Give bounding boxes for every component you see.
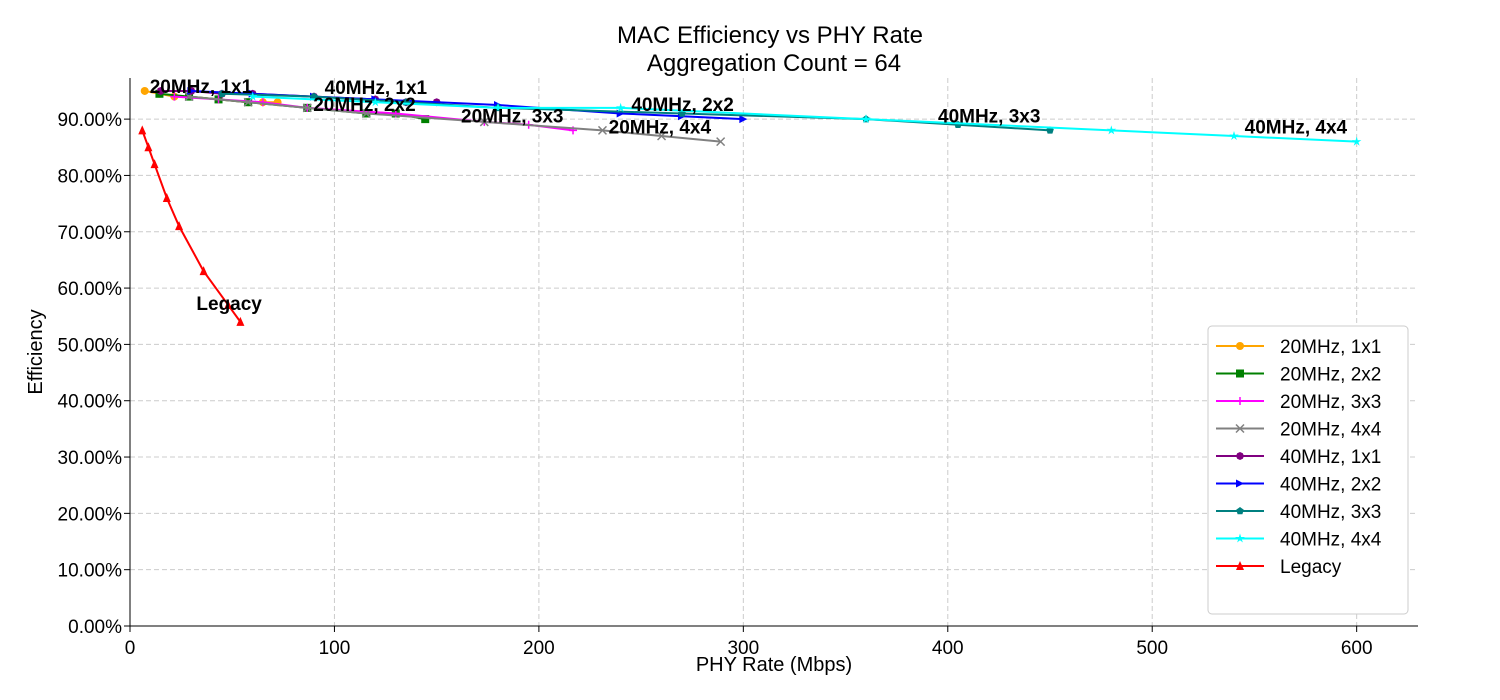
- data-point: [716, 137, 726, 147]
- data-point: [657, 131, 667, 141]
- data-point: [302, 103, 312, 113]
- data-point: [1236, 342, 1244, 350]
- legend-entry: Legacy: [1280, 557, 1342, 578]
- data-point: [361, 108, 371, 119]
- data-point: [1235, 533, 1245, 543]
- legend-entry: 20MHz, 1x1: [1280, 337, 1381, 358]
- data-point: [170, 92, 179, 101]
- data-point: [138, 125, 147, 135]
- y-tick-label: 60.00%: [58, 279, 123, 300]
- series-20mhz-4x4: [184, 92, 726, 147]
- data-point: [140, 86, 149, 95]
- data-point: [1236, 397, 1244, 405]
- legend-entry: 20MHz, 3x3: [1280, 392, 1381, 413]
- x-tick-label: 200: [523, 638, 555, 659]
- data-point: [199, 266, 208, 276]
- series-line: [221, 92, 1051, 132]
- series-end-label: 20MHz, 2x2: [313, 95, 415, 116]
- series-end-label: Legacy: [196, 294, 262, 315]
- legend-entry: 20MHz, 2x2: [1280, 365, 1381, 386]
- series-end-label: 20MHz, 4x4: [609, 118, 712, 139]
- y-tick-label: 0.00%: [68, 617, 122, 638]
- data-point: [175, 221, 184, 231]
- data-point: [479, 117, 489, 127]
- x-tick-label: 100: [319, 638, 351, 659]
- x-tick-label: 400: [932, 638, 964, 659]
- legend-entry: 20MHz, 4x4: [1280, 420, 1382, 441]
- x-tick-label: 300: [727, 638, 759, 659]
- y-tick-label: 30.00%: [58, 448, 123, 469]
- y-tick-label: 90.00%: [58, 110, 123, 131]
- data-point: [1229, 131, 1239, 141]
- data-point: [187, 86, 196, 95]
- series-line: [188, 95, 721, 143]
- data-point: [861, 114, 871, 124]
- x-tick-label: 600: [1341, 638, 1373, 659]
- data-point: [162, 192, 171, 202]
- data-point: [218, 89, 226, 97]
- series-line: [252, 95, 1357, 143]
- data-point: [1236, 452, 1244, 460]
- data-point: [421, 115, 430, 124]
- x-tick-label: 0: [125, 638, 136, 659]
- data-point: [597, 125, 608, 135]
- legend-entry: 40MHz, 1x1: [1280, 447, 1381, 468]
- series-40mhz-4x4: [247, 91, 1362, 146]
- y-tick-label: 20.00%: [58, 504, 123, 525]
- x-tick-label: 500: [1136, 638, 1168, 659]
- data-point: [258, 98, 267, 107]
- series-end-label: 40MHz, 4x4: [1245, 118, 1348, 139]
- data-point: [224, 299, 233, 309]
- data-point: [1106, 125, 1117, 135]
- legend-entry: 40MHz, 4x4: [1280, 530, 1382, 551]
- series-end-label: 20MHz, 1x1: [150, 77, 253, 98]
- data-point: [150, 159, 159, 169]
- series-end-label: 40MHz, 1x1: [325, 78, 428, 99]
- series-end-label: 40MHz, 2x2: [631, 95, 733, 116]
- data-point: [370, 97, 381, 107]
- data-point: [1236, 479, 1244, 488]
- data-point: [739, 115, 748, 124]
- x-axis-label: PHY Rate (Mbps): [696, 654, 852, 676]
- series-legacy: [138, 125, 245, 326]
- chart-title: MAC Efficiency vs PHY Rate: [617, 22, 923, 49]
- data-point: [144, 142, 153, 152]
- y-axis-label: Efficiency: [25, 309, 47, 394]
- data-point: [310, 92, 318, 100]
- y-tick-label: 80.00%: [58, 166, 123, 187]
- legend-entry: 40MHz, 2x2: [1280, 475, 1381, 496]
- data-point: [247, 91, 258, 101]
- y-tick-label: 50.00%: [58, 335, 123, 356]
- legend-box: [1207, 325, 1409, 615]
- data-point: [1236, 369, 1244, 378]
- series-end-label: 20MHz, 3x3: [461, 106, 563, 127]
- chart-subtitle: Aggregation Count = 64: [647, 50, 901, 77]
- data-point: [1235, 423, 1245, 434]
- y-tick-label: 40.00%: [58, 392, 123, 413]
- data-point: [493, 102, 503, 112]
- data-point: [1351, 136, 1362, 146]
- series-end-label: 40MHz, 3x3: [938, 106, 1040, 127]
- data-point: [1236, 507, 1244, 515]
- data-point: [156, 87, 165, 95]
- legend-entry: 40MHz, 3x3: [1280, 502, 1381, 523]
- y-tick-label: 70.00%: [58, 223, 123, 244]
- y-tick-label: 10.00%: [58, 561, 123, 582]
- data-point: [236, 316, 245, 326]
- data-point: [615, 102, 626, 112]
- data-point: [1236, 561, 1244, 570]
